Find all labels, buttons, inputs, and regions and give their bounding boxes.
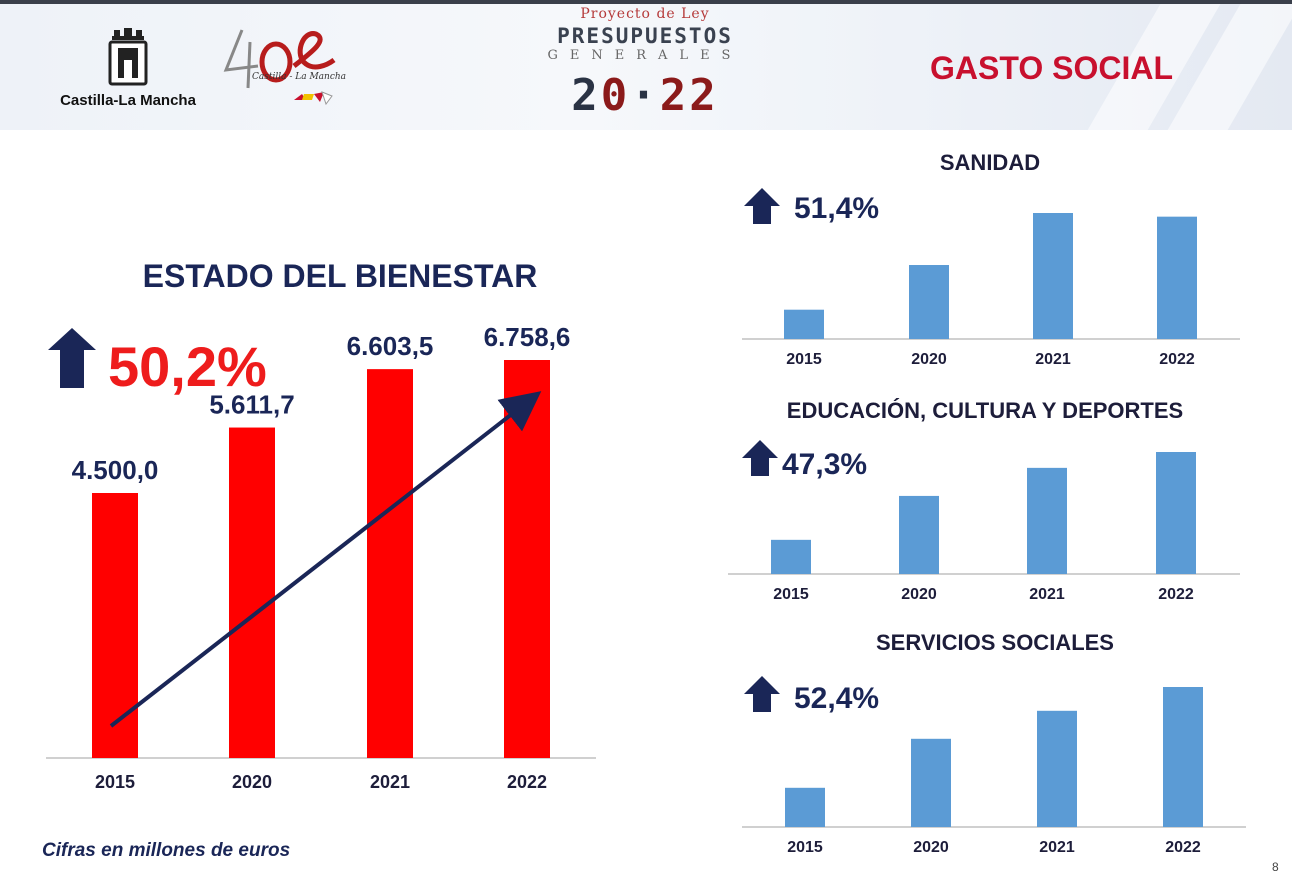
educacion-chart: 2015 2020 2021 2022 [728, 452, 1240, 603]
main-increase: 50,2% [108, 335, 267, 398]
bar-2020 [911, 738, 951, 827]
value-label-2015: 4.500,0 [72, 455, 159, 485]
x-tick-2015: 2015 [786, 351, 822, 368]
servicios-chart: 2015 2020 2021 2022 [742, 687, 1246, 856]
bar-2021 [1037, 710, 1077, 827]
castilla-la-mancha-logo: Castilla-La Mancha [58, 20, 198, 120]
x-tick-2021: 2021 [370, 772, 410, 792]
x-tick-2022: 2022 [1158, 586, 1194, 603]
servicios-increase: 52,4% [794, 682, 879, 715]
x-tick-2021: 2021 [1035, 351, 1071, 368]
bar-2015 [784, 309, 824, 339]
bar-2015 [92, 493, 138, 758]
generales-label: GENERALES [547, 48, 743, 63]
bar-2022 [504, 360, 550, 758]
x-tick-2022: 2022 [507, 772, 547, 792]
trend-arrow [109, 391, 542, 728]
castle-icon [108, 28, 148, 86]
sanidad-chart: 2015 2020 2021 2022 [742, 213, 1240, 368]
value-label-2021: 6.603,5 [347, 331, 434, 361]
presupuestos-label: PRESUPUESTOS [557, 24, 733, 48]
footnote: Cifras en millones de euros [42, 840, 291, 861]
main-up-arrow-icon [48, 328, 96, 388]
x-tick-2021: 2021 [1039, 839, 1075, 856]
bar-2021 [1027, 467, 1067, 574]
educacion-increase: 47,3% [782, 448, 867, 481]
header-banner: Castilla-La Mancha Castilla - La Mancha … [0, 4, 1292, 130]
section-title: GASTO SOCIAL [930, 50, 1173, 86]
educacion-title: EDUCACIÓN, CULTURA Y DEPORTES [786, 398, 1184, 423]
page-number: 8 [1272, 860, 1279, 874]
bar-2021 [367, 369, 413, 758]
anniversary-40-icon [223, 29, 336, 106]
logo-text: Castilla-La Mancha [60, 92, 196, 109]
x-tick-2020: 2020 [911, 351, 947, 368]
x-tick-2022: 2022 [1165, 839, 1201, 856]
bar-2022 [1163, 687, 1203, 827]
anniversary-logo-text: Castilla - La Mancha [252, 72, 347, 82]
proyecto-label: Proyecto de Ley [580, 6, 710, 22]
sanidad-up-arrow-icon [744, 188, 780, 224]
bar-2015 [771, 539, 811, 574]
bar-2021 [1033, 213, 1073, 339]
anniversary-logo: Castilla - La Mancha [222, 22, 352, 112]
sanidad-title: SANIDAD [939, 150, 1041, 175]
bar-2020 [229, 427, 275, 758]
sanidad-increase: 51,4% [794, 192, 879, 225]
top-strip [0, 0, 1292, 4]
presupuestos-logo: Proyecto de Ley PRESUPUESTOS GENERALES 2… [520, 6, 770, 130]
bar-2022 [1157, 216, 1197, 339]
x-tick-2015: 2015 [787, 839, 823, 856]
value-label-2022: 6.758,6 [484, 322, 571, 352]
year-label: 20·22 [571, 70, 719, 121]
x-tick-2015: 2015 [95, 772, 135, 792]
x-tick-2021: 2021 [1029, 586, 1065, 603]
estado-bienestar-chart: 4.500,0 2015 5.611,7 2020 6.603,5 2021 6.758,6… [46, 322, 596, 792]
bar-2022 [1156, 452, 1196, 574]
servicios-up-arrow-icon [744, 676, 780, 712]
x-tick-2015: 2015 [773, 586, 809, 603]
bar-2020 [899, 495, 939, 574]
x-tick-2022: 2022 [1159, 351, 1195, 368]
servicios-title: SERVICIOS SOCIALES [876, 630, 1114, 655]
educacion-up-arrow-icon [742, 440, 778, 476]
bar-2015 [785, 787, 825, 827]
bar-2020 [909, 265, 949, 339]
main-chart-title: ESTADO DEL BIENESTAR [142, 258, 538, 294]
value-label-2020: 5.611,7 [209, 390, 294, 420]
x-tick-2020: 2020 [913, 839, 949, 856]
x-tick-2020: 2020 [232, 772, 272, 792]
x-tick-2020: 2020 [901, 586, 937, 603]
